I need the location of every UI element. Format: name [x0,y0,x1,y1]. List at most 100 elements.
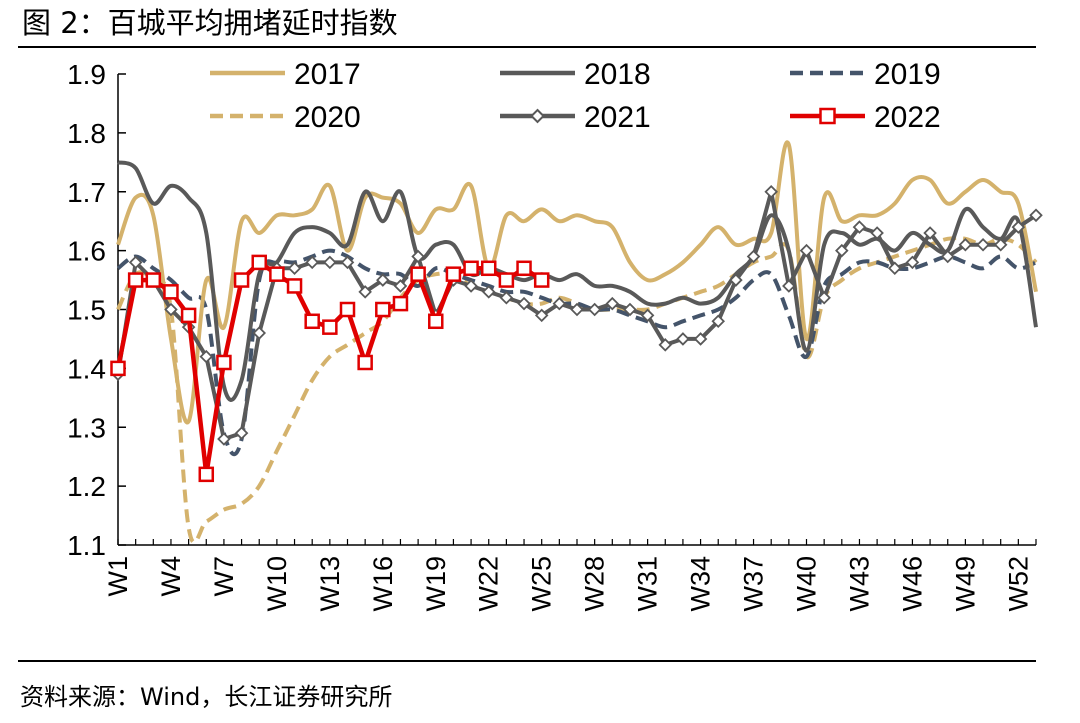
data-point-2021 [481,285,496,299]
data-point-2022 [180,307,197,324]
data-point-2022 [339,301,356,318]
data-point-2021 [729,273,743,287]
legend-item-2022: 2022 [790,101,941,134]
data-point-2022 [533,272,550,288]
legend-marker-2021 [530,108,545,124]
data-point-2022 [251,254,267,271]
chart-axes: 1.1 1.2 1.3 1.4 1.5 1.6 1.7 1.8 1.9 W1 W4 W7 W10 W13 W… [67,59,1037,612]
legend-item-2020: 2020 [210,101,361,134]
chart-series [110,140,1043,545]
data-point-2022 [163,284,179,300]
data-point-2021 [570,302,584,317]
bottom-rule [18,660,1036,662]
legend-label-2018: 2018 [584,58,651,91]
legend-label-2022: 2022 [874,101,941,134]
data-point-2021 [464,279,478,293]
x-tick-label: W34 [686,556,716,612]
data-point-2021 [940,249,955,264]
x-tick-label: W10 [262,556,292,612]
data-point-2021 [393,279,408,293]
data-point-2021 [799,243,814,258]
legend-marker-2022 [819,107,836,125]
y-tick-label: 1.3 [67,412,106,443]
data-point-2021 [764,184,778,199]
x-tick-label: W13 [315,556,345,612]
x-tick-label: W28 [580,556,610,612]
data-point-2021 [305,255,319,270]
data-point-2021 [128,255,143,270]
data-point-2022 [516,260,532,277]
data-point-2022 [480,260,497,277]
data-point-2021 [217,432,231,446]
legend-label-2020: 2020 [294,101,361,134]
data-point-2021 [782,279,796,293]
x-tick-label: W49 [950,556,980,612]
data-point-2022 [498,272,515,288]
x-tick-label: W37 [739,556,769,612]
legend-item-2021: 2021 [500,101,651,134]
y-tick-label: 1.8 [67,118,106,149]
y-tick-label: 1.2 [67,471,106,502]
top-rule [18,46,1036,48]
y-tick-label: 1.1 [67,530,106,561]
legend-label-2019: 2019 [874,58,941,91]
source-note: 资料来源：Wind，长江证券研究所 [20,683,393,711]
x-tick-label: W7 [209,556,239,597]
data-point-2022 [375,301,391,318]
y-tick-label: 1.6 [67,236,106,267]
data-point-2021 [164,302,178,317]
data-point-2021 [958,237,973,252]
data-point-2021 [587,302,602,317]
data-point-2021 [376,273,390,287]
data-point-2022 [357,354,373,371]
data-point-2021 [676,332,690,346]
data-point-2021 [517,296,531,311]
data-point-2021 [1011,220,1026,234]
series-2017 [116,140,1038,425]
data-point-2021 [870,226,884,240]
y-tick-label: 1.7 [67,177,106,208]
data-point-2022 [216,354,232,371]
data-point-2021 [976,237,990,252]
x-tick-label: W4 [156,556,186,597]
data-point-2022 [286,278,303,294]
x-tick-label: W43 [844,556,874,612]
x-tick-label: W40 [792,556,822,612]
data-point-2021 [605,296,620,311]
data-point-2022 [269,266,285,282]
series-2021 [111,184,1043,446]
data-point-2021 [1029,208,1043,223]
data-point-2021 [358,285,372,299]
data-point-2021 [711,314,726,329]
data-point-2022 [410,266,426,282]
data-point-2022 [127,272,144,288]
data-point-2021 [640,308,655,323]
data-point-2022 [198,466,215,483]
data-point-2021 [534,308,549,323]
x-tick-label: W46 [897,556,927,612]
series-line-2017 [116,140,1038,425]
data-point-2021 [835,243,849,258]
data-point-2021 [658,338,673,352]
data-point-2021 [693,332,708,346]
legend-label-2017: 2017 [294,58,361,91]
legend-item-2017: 2017 [210,58,361,91]
data-point-2022 [322,319,338,335]
x-tick-label: W1 [103,556,133,597]
data-point-2021 [905,255,920,270]
data-point-2022 [445,266,462,282]
series-2022 [110,254,550,483]
data-point-2021 [923,226,937,240]
chart-legend: 2017 2018 2019 2020 2021 2022 [210,58,941,134]
x-tick-label: W31 [633,556,663,612]
legend-item-2018: 2018 [500,58,651,91]
data-point-2022 [233,272,250,288]
x-tick-label: W19 [421,556,451,612]
data-point-2022 [463,260,479,277]
data-point-2021 [287,261,302,276]
data-point-2022 [110,360,126,377]
data-point-2021 [817,290,831,305]
data-point-2022 [428,313,444,330]
data-point-2021 [323,255,337,270]
